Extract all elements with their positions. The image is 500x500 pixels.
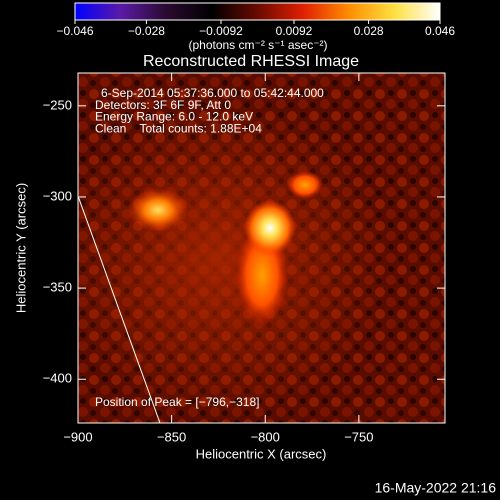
x-axis-label: Heliocentric X (arcsec) [196, 446, 327, 461]
colorbar-tick-label: −0.046 [56, 24, 93, 38]
colorbar-tick-label: 0.046 [425, 24, 455, 38]
plot-frame [77, 72, 446, 424]
y-tick-label: −350 [43, 280, 72, 295]
colorbar-label: (photons cm⁻² s⁻¹ asec⁻²) [188, 38, 327, 52]
y-tick-label: −300 [43, 188, 72, 203]
colorbar-tick-label: 0.028 [354, 24, 384, 38]
annotation: Detectors: 3F 6F 9F, Att 0 [95, 98, 231, 112]
annotation: Energy Range: 6.0 - 12.0 keV [95, 110, 253, 124]
x-tick-label: −850 [157, 429, 186, 444]
peak-label: Position of Peak = [−796,−318] [95, 395, 259, 409]
x-tick-label: −750 [344, 429, 373, 444]
colorbar-tick-label: −0.0092 [199, 24, 243, 38]
colorbar [74, 2, 441, 21]
y-axis-label: Heliocentric Y (arcsec) [13, 183, 28, 313]
colorbar-tick-label: −0.028 [128, 24, 165, 38]
y-tick-label: −250 [43, 97, 72, 112]
timestamp: 16-May-2022 21:16 [375, 480, 497, 496]
y-tick-label: −400 [43, 371, 72, 386]
x-tick-label: −900 [63, 429, 92, 444]
annotation: Clean Total counts: 1.88E+04 [95, 121, 262, 135]
colorbar-tick-label: 0.0092 [276, 24, 313, 38]
chart-title: Reconstructed RHESSI Image [143, 53, 359, 70]
image-map [78, 73, 445, 423]
x-tick-label: −800 [251, 429, 280, 444]
annotation: 6-Sep-2014 05:37:36.000 to 05:42:44.000 [101, 86, 324, 100]
